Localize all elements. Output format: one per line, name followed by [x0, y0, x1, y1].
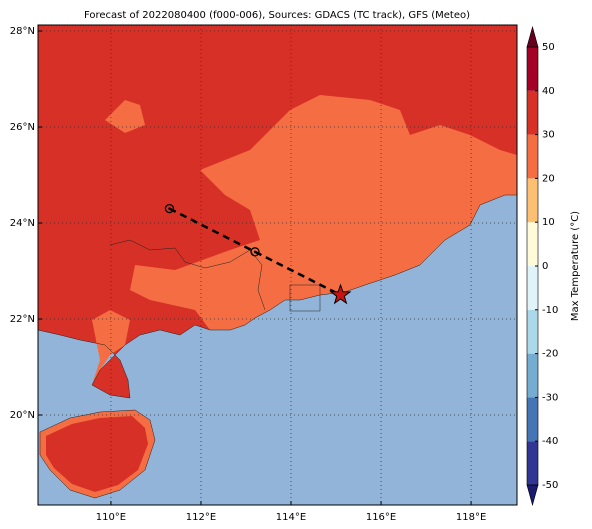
warm-region [130, 95, 517, 330]
colorbar-bin [527, 47, 538, 91]
colorbar-tick-label: -50 [542, 480, 558, 491]
colorbar-bin [527, 397, 538, 442]
colorbar-under [526, 484, 539, 507]
colorbar-bin [527, 353, 538, 398]
map-frame [37, 24, 518, 506]
colorbar-over [526, 25, 539, 48]
province-border [109, 239, 266, 311]
colorbar-tick-label: -40 [542, 436, 558, 447]
colorbar-tick-label: 10 [542, 217, 555, 228]
colorbar-tick-label: -20 [542, 349, 558, 360]
y-tick-label: 28°N [10, 26, 35, 37]
track-dot [253, 250, 257, 253]
colorbar-bin [527, 134, 538, 179]
colorbar-bin [527, 309, 538, 354]
y-tick-label: 20°N [10, 410, 35, 421]
colorbar-tick-label: 20 [542, 173, 555, 184]
colorbar-bin [527, 90, 538, 135]
colorbar-tick-label: -30 [542, 392, 558, 403]
warm-coast [92, 310, 130, 385]
y-tick-label: 26°N [10, 122, 35, 133]
y-tick-label: 24°N [10, 218, 35, 229]
x-tick-label: 118°E [456, 512, 486, 523]
track-line [168, 207, 342, 297]
colorbar-tick-label: 0 [542, 261, 548, 272]
colorbar-bin [527, 222, 538, 266]
chart-title: Forecast of 2022080400 (f000-006), Sourc… [84, 10, 470, 21]
map-area [37, 25, 517, 505]
colorbar-tick-label: -10 [542, 305, 558, 316]
colorbar-bin [527, 441, 538, 485]
colorbar-tick-label: 50 [542, 42, 555, 53]
x-tick-label: 114°E [276, 512, 306, 523]
colorbar-label: Max Temperature (°C) [570, 211, 581, 321]
x-tick-label: 110°E [96, 512, 126, 523]
warm-patch [105, 100, 145, 133]
coastline [37, 194, 517, 399]
track-star [329, 283, 352, 305]
x-tick-label: 116°E [366, 512, 396, 523]
colorbar-tick-label: 40 [542, 86, 555, 97]
x-tick-label: 112°E [186, 512, 216, 523]
track-point [250, 247, 260, 257]
colorbar-bin [527, 266, 538, 310]
colorbar-bin [527, 178, 538, 223]
track-point [164, 203, 175, 214]
track-dot [168, 207, 171, 210]
hainan [46, 416, 148, 492]
colorbar-tick-label: 30 [542, 130, 555, 141]
y-tick-label: 22°N [10, 314, 35, 325]
hainan-coast [39, 409, 156, 499]
hk-box [289, 284, 321, 312]
